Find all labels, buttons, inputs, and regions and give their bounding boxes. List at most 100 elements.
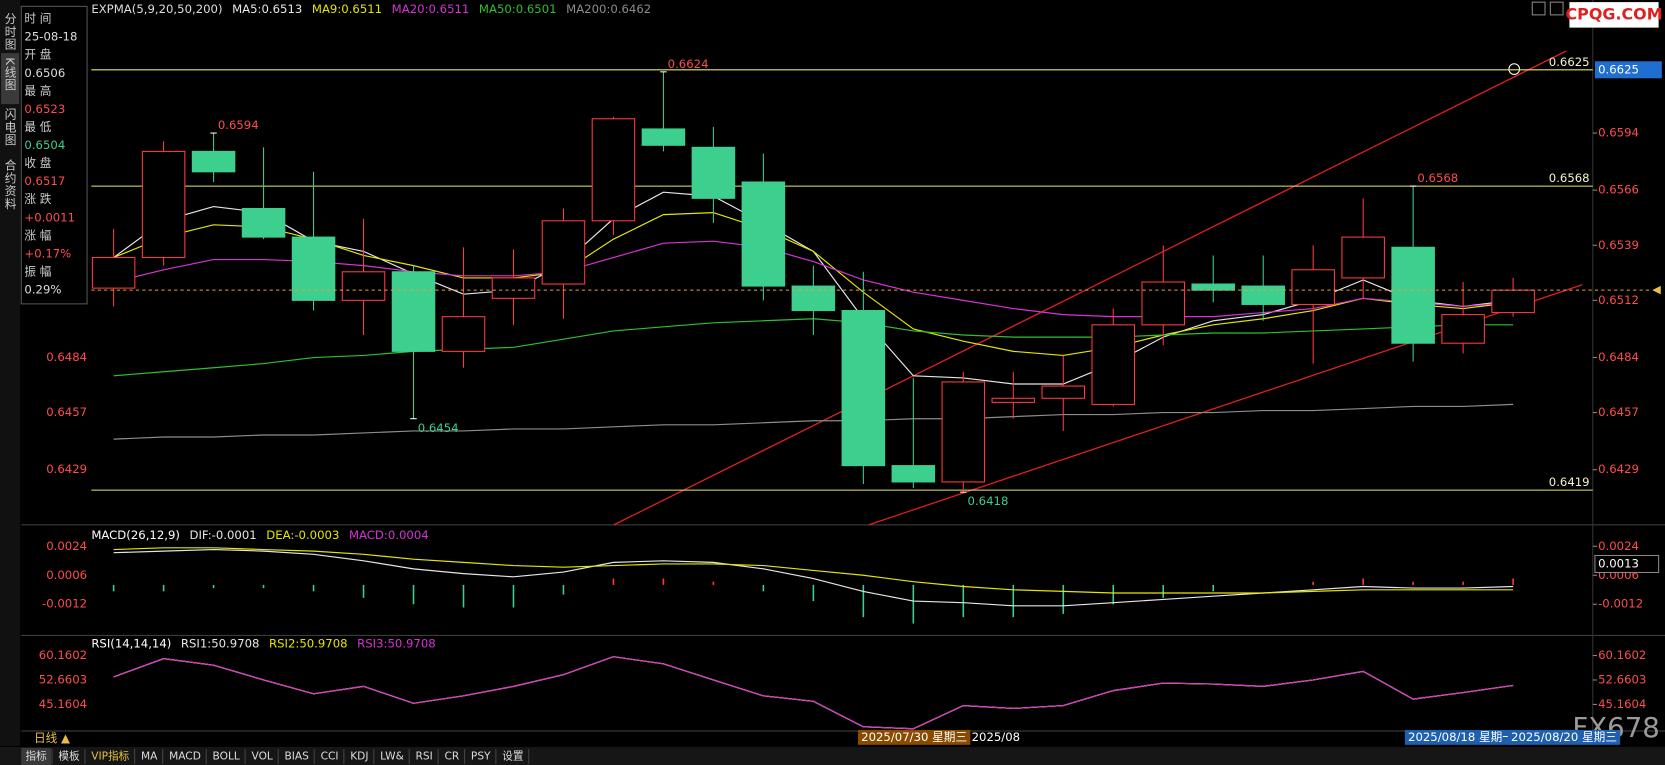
indicator-tab[interactable]: MA	[141, 749, 158, 762]
info-label: 振 幅	[24, 264, 51, 278]
candle-body	[191, 150, 236, 173]
cursor-value-box	[1594, 554, 1660, 574]
indicator-line	[113, 547, 1514, 594]
watermark-box	[1569, 2, 1659, 28]
candle-body	[691, 146, 736, 199]
indicator-tab[interactable]: BOLL	[213, 749, 240, 762]
candle-body	[741, 181, 786, 287]
date-label: 2025/07/30 星期三	[861, 730, 967, 744]
candle-body	[341, 271, 386, 301]
cursor-price-label: 0.6625	[1598, 62, 1639, 76]
date-label: 2025/08/18 星期一	[1408, 730, 1514, 744]
indicator-tab[interactable]: 模板	[58, 749, 80, 762]
candle-body	[91, 256, 136, 289]
price-level-label: 0.6625	[1549, 55, 1590, 69]
side-tab: 分时图	[3, 13, 17, 51]
indicator-tab[interactable]: VIP指标	[91, 749, 129, 762]
candle-body	[391, 271, 436, 352]
candle-body	[141, 150, 186, 259]
candle-body	[291, 236, 336, 301]
extreme-label: 0.6568	[1417, 171, 1458, 185]
watermark: CPQG.COM	[1566, 4, 1663, 23]
info-value: +0.17%	[24, 246, 71, 260]
price-level-label: 0.6568	[1549, 171, 1590, 185]
y-tick-label: 0.6594	[1598, 126, 1639, 140]
info-label: 最 高	[24, 84, 51, 98]
info-label: 最 低	[24, 120, 51, 134]
candle-body	[241, 208, 286, 238]
legend-item: RSI(14,14,14)	[91, 636, 171, 650]
y-tick-label: 0.6457	[46, 405, 87, 419]
extreme-label: 0.6594	[218, 118, 259, 132]
info-value: 0.6517	[24, 174, 65, 188]
indicator-tab[interactable]: VOL	[252, 749, 273, 762]
indicator-tab[interactable]: CR	[444, 749, 459, 762]
y-tick-label: 45.1604	[1598, 697, 1646, 711]
info-value: 0.6504	[24, 138, 65, 152]
date-label: 2025/08	[972, 730, 1020, 744]
candle-body	[991, 397, 1036, 403]
candle-body	[1491, 289, 1535, 314]
y-tick-label: 0.0024	[46, 539, 87, 553]
bottom-bar	[0, 746, 1665, 765]
candle-body	[1391, 246, 1435, 344]
date-label-bg	[1507, 729, 1621, 745]
window-button[interactable]	[1549, 1, 1564, 16]
indicator-tab[interactable]: 设置	[502, 749, 524, 762]
side-tab-strip	[0, 0, 21, 746]
trend-line[interactable]	[613, 50, 1567, 526]
indicator-tab[interactable]: BIAS	[285, 749, 310, 762]
candle-body	[1341, 236, 1385, 279]
y-tick-label: -0.0012	[42, 597, 87, 611]
extreme-label: 0.6418	[968, 494, 1009, 508]
indicator-tab[interactable]: LW&	[380, 749, 404, 762]
y-tick-label: 0.6429	[1598, 462, 1639, 476]
candle-body	[1141, 281, 1186, 326]
legend-item: MA9:0.6511	[312, 2, 382, 16]
y-tick-label: 52.6603	[1598, 672, 1646, 686]
date-label-bg	[857, 729, 971, 745]
legend-item: RSI2:50.9708	[269, 636, 348, 650]
candle-body	[1041, 385, 1086, 399]
legend-item: MACD:0.0004	[349, 528, 429, 542]
indicator-tab[interactable]: MACD	[169, 749, 201, 762]
indicator-tab[interactable]: PSY	[471, 749, 491, 762]
indicator-tab[interactable]: CCI	[321, 749, 339, 762]
indicator-tab[interactable]: RSI	[416, 749, 433, 762]
legend-item: DEA:-0.0003	[266, 528, 339, 542]
info-label: 时 间	[24, 12, 51, 26]
candle-body	[441, 316, 486, 352]
extreme-label: 0.6454	[418, 421, 459, 435]
y-tick-label: 0.6512	[1598, 293, 1639, 307]
y-tick-label: 0.0024	[1598, 539, 1639, 553]
info-value: 0.6523	[24, 102, 65, 116]
indicator-tab[interactable]: 指标	[25, 749, 47, 762]
window-button[interactable]	[1531, 1, 1546, 16]
candle-body	[1241, 285, 1285, 305]
price-level-label: 0.6419	[1549, 475, 1590, 489]
indicator-line	[113, 240, 1514, 318]
legend-item: RSI3:50.9708	[357, 636, 436, 650]
candle-body	[591, 118, 636, 222]
cursor-value-label: 0.0013	[1598, 556, 1639, 570]
legend-item: DIF:-0.0001	[190, 528, 257, 542]
period-selector[interactable]: 日线 ▲	[34, 731, 70, 745]
legend-item: EXPMA(5,9,20,50,200)	[91, 2, 222, 16]
candle-body	[1191, 283, 1235, 291]
candle-body	[1441, 314, 1485, 344]
last-price-marker	[1652, 285, 1661, 295]
candle-body	[1291, 269, 1335, 305]
trend-handle[interactable]	[1508, 63, 1521, 75]
y-tick-label: -0.0012	[1598, 597, 1643, 611]
y-tick-label: 0.6457	[1598, 405, 1639, 419]
info-value: +0.0011	[24, 210, 75, 224]
indicator-tab[interactable]: KDJ	[350, 749, 368, 762]
info-value: 0.29%	[24, 283, 61, 297]
extreme-label: 0.6624	[668, 57, 709, 71]
candle-body	[1091, 324, 1136, 405]
y-tick-label: 0.0006	[46, 568, 87, 582]
